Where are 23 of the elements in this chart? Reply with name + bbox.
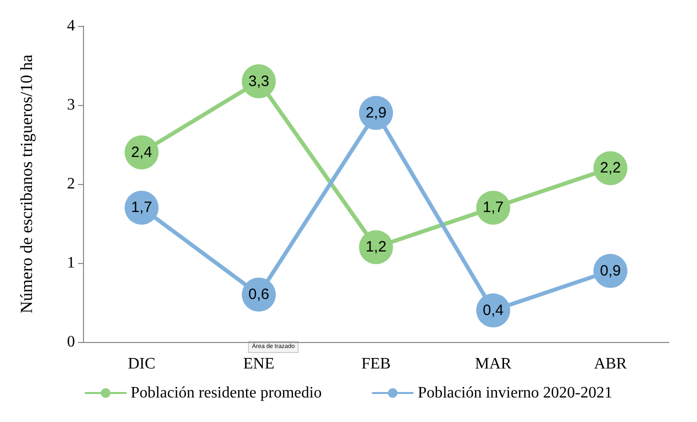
data-label: 0,4 — [482, 302, 504, 319]
data-label: 1,7 — [131, 199, 152, 216]
x-tick-label: ABR — [594, 356, 628, 372]
data-label: 0,9 — [600, 262, 621, 280]
x-tick-label: MAR — [474, 356, 512, 372]
data-label: 3,3 — [248, 72, 270, 90]
legend-label: Población residente promedio — [130, 384, 322, 402]
x-tick-label: ENE — [243, 356, 274, 372]
data-label: 0,6 — [248, 286, 270, 304]
data-label: 2,9 — [366, 104, 386, 122]
data-label: 1,2 — [366, 238, 386, 256]
y-tick-label: 3 — [67, 96, 75, 114]
y-tick-label: 4 — [67, 18, 75, 34]
y-axis-title: Número de escribanos trigueros/10 ha — [17, 54, 36, 314]
y-tick-label: 0 — [67, 334, 75, 350]
data-label: 2,4 — [131, 144, 152, 161]
y-tick-label: 1 — [67, 254, 75, 272]
x-tick-label: FEB — [361, 356, 391, 372]
x-tick-label: DIC — [128, 356, 156, 372]
data-label: 2,2 — [600, 160, 621, 177]
data-label: 1,7 — [482, 199, 504, 216]
legend-label: Población invierno 2020-2021 — [418, 384, 612, 402]
y-tick-label: 2 — [67, 176, 75, 192]
